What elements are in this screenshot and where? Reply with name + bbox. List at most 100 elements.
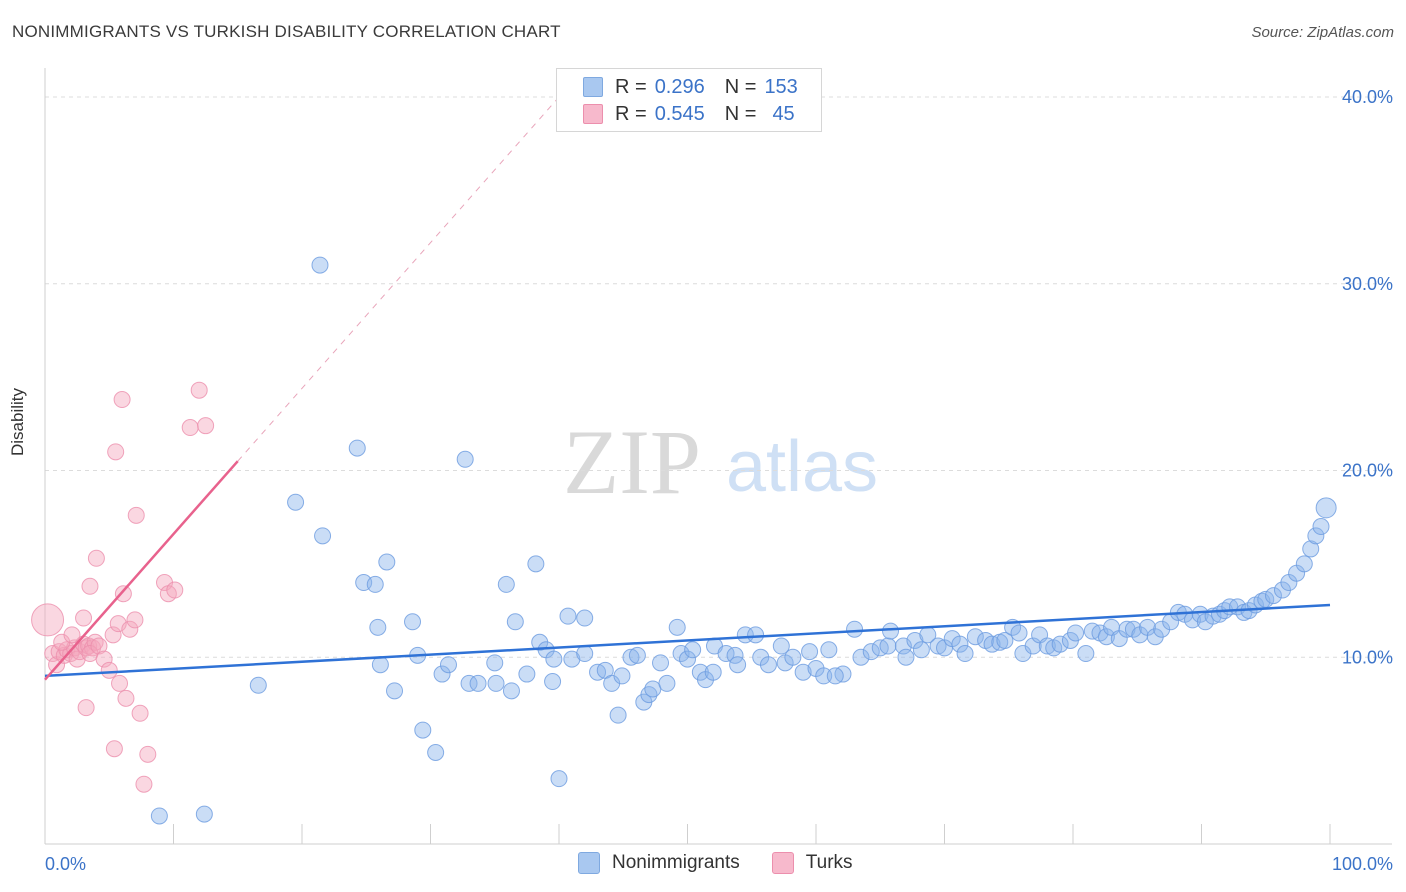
legend-r-value: 0.545 [654,102,705,125]
legend-n-value: 45 [772,102,795,125]
legend-swatch-nonimmigrants [583,77,603,97]
source-label: Source: ZipAtlas.com [1251,24,1394,41]
data-point-nonimmigrants [348,439,366,457]
data-point-nonimmigrants [801,643,819,661]
data-point-nonimmigrants [852,648,870,666]
legend-row-nonimmigrants: R = 0.296 N = 153 [583,75,798,99]
series-legend: Nonimmigrants Turks [578,852,885,874]
data-point-turks [95,650,113,668]
data-point-nonimmigrants [772,637,790,655]
legend-n-label: N = [724,75,757,98]
legend-row-turks: R = 0.545 N = 45 [583,102,795,126]
y-tick-label: 30.0% [1342,274,1393,294]
data-point-nonimmigrants [759,656,777,674]
data-point-nonimmigrants [1097,628,1115,646]
data-point-nonimmigrants [628,646,646,664]
series-legend-turks[interactable]: Turks [771,852,853,874]
data-point-nonimmigrants [427,743,445,761]
data-point-turks [139,745,157,763]
series-legend-nonimmigrants[interactable]: Nonimmigrants [578,852,740,874]
data-point-nonimmigrants [879,637,897,655]
data-point-turks [127,506,145,524]
y-tick-label: 20.0% [1342,461,1393,481]
data-point-nonimmigrants [559,607,577,625]
data-point-nonimmigrants [815,667,833,685]
data-point-nonimmigrants [679,650,696,668]
data-point-turks [131,704,149,722]
y-tick-label: 40.0% [1342,87,1393,107]
data-point-nonimmigrants [1295,555,1313,573]
axes [44,68,1392,845]
watermark: ZIP atlas [563,411,878,513]
data-point-nonimmigrants [1077,645,1095,663]
data-point-nonimmigrants [502,682,520,700]
data-point-nonimmigrants [563,650,581,668]
legend-r-label: R = [615,102,647,125]
data-point-nonimmigrants [576,609,594,627]
data-point-nonimmigrants [846,620,864,638]
data-point-nonimmigrants [150,807,168,825]
series-legend-label: Nonimmigrants [612,852,740,873]
data-point-nonimmigrants [404,613,422,631]
data-point-nonimmigrants [1315,497,1337,519]
data-point-turks [126,611,144,629]
data-point-turks [100,661,118,679]
data-point-nonimmigrants [460,674,478,692]
data-point-nonimmigrants [1010,624,1028,642]
data-point-turks [113,391,131,409]
data-point-nonimmigrants [826,667,844,685]
data-point-nonimmigrants [518,665,536,683]
data-point-nonimmigrants [906,631,924,649]
data-point-nonimmigrants [527,555,545,573]
data-point-nonimmigrants [1067,624,1085,642]
data-point-nonimmigrants [996,631,1014,649]
chart-title: NONIMMIGRANTS VS TURKISH DISABILITY CORR… [12,22,561,41]
data-point-nonimmigrants [486,654,504,672]
data-point-turks [90,637,108,655]
data-point-nonimmigrants [956,645,974,663]
data-point-nonimmigrants [1051,635,1069,653]
data-point-nonimmigrants [784,648,802,666]
y-tick-label: 10.0% [1342,647,1393,667]
data-point-nonimmigrants [249,676,267,694]
correlation-legend: R = 0.296 N = 153 R = 0.545 N = 45 [556,68,822,132]
data-point-nonimmigrants [545,650,563,668]
watermark-zip: ZIP [563,411,701,513]
data-point-nonimmigrants [287,493,305,511]
data-point-nonimmigrants [736,626,754,644]
data-point-nonimmigrants [951,635,969,653]
data-point-nonimmigrants [544,673,562,691]
data-point-nonimmigrants [1307,527,1325,545]
data-point-turks [104,626,122,644]
data-point-nonimmigrants [622,648,640,666]
data-point-nonimmigrants [1118,620,1136,638]
data-point-nonimmigrants [862,643,880,661]
data-point-nonimmigrants [576,645,594,663]
data-point-turks [190,381,208,399]
data-point-nonimmigrants [820,641,838,659]
data-point-nonimmigrants [497,575,515,593]
data-point-nonimmigrants [378,553,396,571]
y-tick-labels: 10.0% 20.0% 30.0% 40.0% [1342,87,1393,667]
data-point-nonimmigrants [195,805,213,823]
data-point-nonimmigrants [704,663,722,681]
watermark-atlas: atlas [726,427,878,507]
series-turks [31,381,215,793]
data-point-nonimmigrants [684,641,702,659]
data-point-nonimmigrants [487,674,505,692]
series-legend-label: Turks [805,852,853,873]
data-point-nonimmigrants [1124,620,1142,638]
data-point-nonimmigrants [644,680,662,698]
data-point-turks [63,626,81,644]
data-point-nonimmigrants [311,256,329,274]
data-point-nonimmigrants [658,674,676,692]
legend-swatch-turks [583,104,603,124]
data-point-nonimmigrants [369,618,387,636]
data-point-turks [111,674,129,692]
data-point-nonimmigrants [882,622,900,640]
data-point-nonimmigrants [456,450,474,468]
data-point-turks [135,775,153,793]
data-point-nonimmigrants [1312,518,1330,536]
data-point-turks [117,689,135,707]
data-point-nonimmigrants [433,665,451,683]
